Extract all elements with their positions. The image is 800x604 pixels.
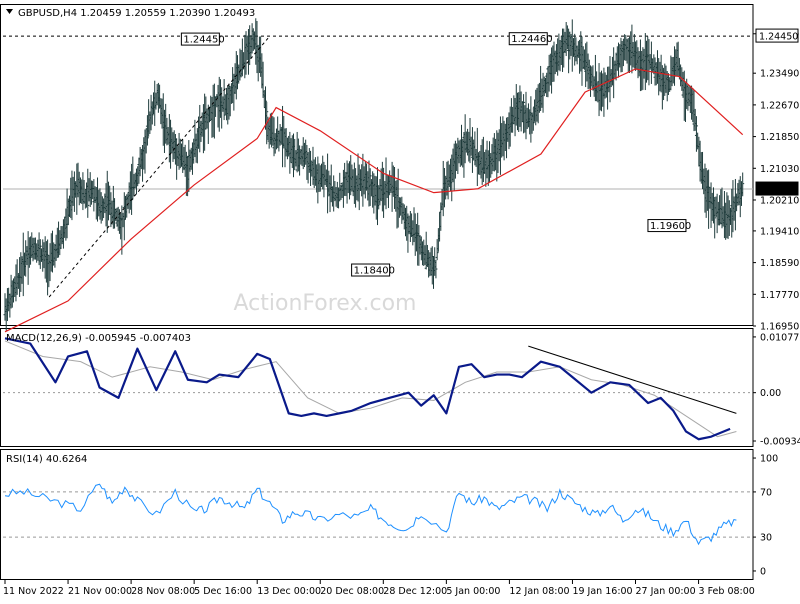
rsi-title: RSI(14) 40.6264 (6, 454, 87, 465)
price-annotation-label: 1.19600 (650, 221, 691, 232)
price-trendline (48, 35, 271, 298)
rsi-line (4, 483, 737, 546)
price-bar (145, 115, 149, 146)
price-axis-marker-label: 1.20493 (759, 185, 798, 196)
price-bar (741, 172, 745, 197)
price-annotation: 1.18400 (351, 263, 395, 277)
price-axis-marker-box (755, 28, 799, 43)
rsi-y-tick-label: 30 (760, 533, 772, 544)
x-tick-label: 5 Dec 16:00 (194, 586, 252, 597)
macd-title: MACD(12,26,9) -0.005945 -0.007403 (6, 333, 191, 344)
price-y-tick-label: 1.21030 (760, 164, 799, 175)
pane-frame-price (0, 4, 754, 326)
price-bars (3, 18, 745, 331)
macd-line (4, 337, 731, 441)
x-tick-label: 28 Nov 08:00 (131, 586, 195, 597)
price-bar (38, 239, 42, 269)
price-annotation: 1.19600 (647, 219, 691, 233)
price-annotation: 1.24460 (508, 32, 553, 46)
price-annotation: 1.24450 (180, 32, 225, 46)
price-axis-marker-box (755, 181, 799, 196)
pane-frame-macd (0, 328, 754, 447)
price-annotation-label: 1.18400 (354, 266, 395, 277)
macd-trendline (528, 345, 737, 414)
macd-signal-line (4, 340, 737, 438)
price-axis-marker: 1.20493 (755, 181, 799, 196)
rsi-y-tick-label: 70 (760, 487, 772, 498)
x-tick-label: 13 Dec 00:00 (257, 586, 321, 597)
price-annotation-box (508, 32, 548, 46)
x-tick-label: 28 Dec 12:00 (383, 586, 447, 597)
rsi-y-tick-label: 100 (760, 454, 778, 465)
price-annotation-box (351, 263, 391, 277)
macd-y-tick-label: -0.009343 (760, 437, 800, 448)
price-bar (713, 196, 717, 239)
price-y-tick-label: 1.20210 (760, 195, 799, 206)
price-y-tick-label: 1.18590 (760, 258, 799, 269)
price-bar (531, 107, 535, 131)
x-tick-label: 20 Dec 08:00 (320, 586, 384, 597)
x-tick-label: 21 Nov 00:00 (68, 586, 132, 597)
pane-frame-rsi (0, 449, 754, 580)
price-bar (208, 107, 212, 123)
x-tick-label: 11 Nov 2022 (3, 586, 64, 597)
macd-y-tick-label: 0.010775 (760, 332, 800, 343)
dropdown-triangle-icon (6, 9, 13, 14)
price-bar (368, 168, 372, 206)
price-bar (434, 260, 438, 279)
price-y-tick-label: 1.19410 (760, 226, 799, 237)
price-axis-marker: 1.24450 (755, 28, 799, 43)
price-bar (522, 94, 526, 134)
price-annotation-label: 1.24460 (511, 34, 552, 45)
price-y-tick-label: 1.21850 (760, 132, 799, 143)
price-annotation-label: 1.24450 (183, 35, 224, 46)
price-bar (435, 239, 439, 261)
moving-average-line (4, 68, 744, 333)
price-bar (150, 101, 154, 125)
x-tick-label: 12 Jan 08:00 (509, 586, 569, 597)
x-tick-label: 27 Jan 00:00 (636, 586, 696, 597)
price-bar (264, 86, 268, 130)
price-y-tick-label: 1.23490 (760, 69, 799, 80)
price-y-tick-label: 1.17770 (760, 290, 799, 301)
price-annotation-box (647, 219, 687, 233)
x-tick-label: 19 Jan 16:00 (572, 586, 632, 597)
price-annotation-box (180, 32, 220, 46)
price-y-tick-label: 1.16950 (760, 322, 799, 333)
macd-y-tick-label: 0.00 (760, 388, 781, 399)
x-tick-label: 5 Jan 00:00 (446, 586, 500, 597)
watermark: ActionForex.com (234, 291, 417, 316)
price-bar (86, 168, 90, 218)
price-title: GBPUSD,H4 1.20459 1.20559 1.20390 1.2049… (18, 8, 255, 19)
price-bar (309, 150, 313, 187)
x-tick-label: 3 Feb 08:00 (699, 586, 755, 597)
price-axis-marker-label: 1.24450 (759, 32, 798, 43)
price-y-tick-label: 1.22670 (760, 100, 799, 111)
rsi-y-tick-label: 0 (760, 566, 766, 577)
